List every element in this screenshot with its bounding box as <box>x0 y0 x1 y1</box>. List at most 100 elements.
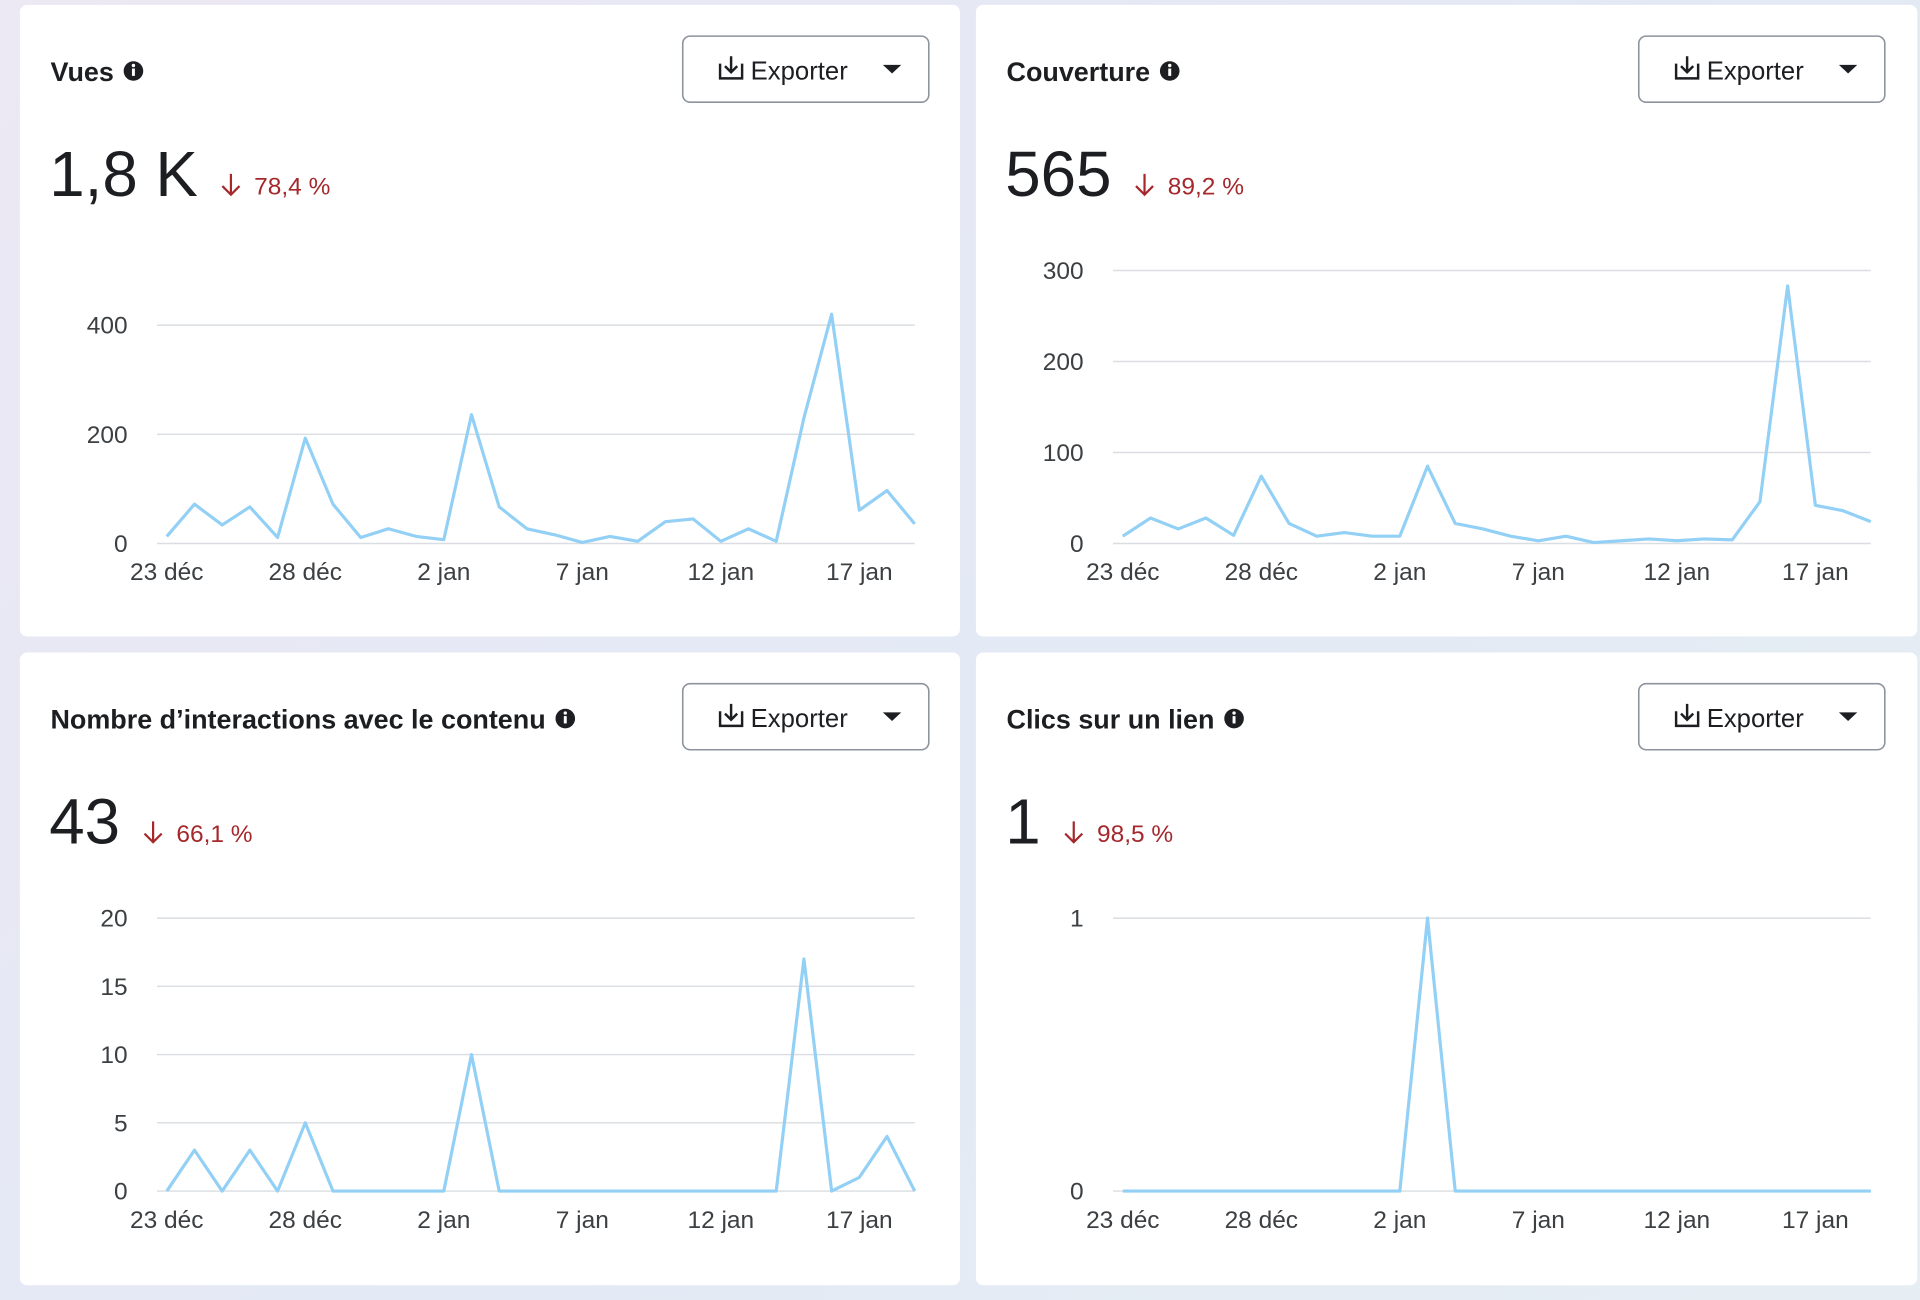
y-tick-label: 0 <box>1070 531 1084 558</box>
x-tick-label: 23 déc <box>130 1207 203 1234</box>
x-tick-label: 7 jan <box>1512 1207 1565 1234</box>
caret <box>882 712 902 721</box>
button-label: Exporter <box>751 705 849 733</box>
info-icon[interactable] <box>123 61 144 81</box>
info-bar <box>1232 716 1236 724</box>
export-button[interactable]: Exporter <box>1637 682 1886 751</box>
data-line <box>1121 284 1872 545</box>
x-tick-label: 12 jan <box>1644 1207 1711 1234</box>
down-arrow <box>1135 173 1154 197</box>
x-tick-label: 17 jan <box>826 1207 893 1234</box>
y-tick-label: 0 <box>1070 1179 1084 1206</box>
y-tick-label: 0 <box>114 1179 128 1206</box>
card-bg <box>19 652 960 1286</box>
down-arrow <box>221 173 241 197</box>
download-icon <box>1674 703 1700 728</box>
button-label: Exporter <box>1707 705 1805 733</box>
change-value: 66,1 % <box>176 821 252 848</box>
y-tick-label: 200 <box>1043 349 1084 376</box>
button-bg <box>681 35 930 104</box>
card-bg <box>19 4 960 637</box>
button-label: Exporter <box>751 58 849 86</box>
metric-value: 1,8 K <box>49 139 198 210</box>
info-dot <box>563 711 567 715</box>
metric-value: 1 <box>1005 786 1040 857</box>
data-line <box>1122 916 1871 1193</box>
x-tick-label: 2 jan <box>417 559 470 586</box>
metric-value: 565 <box>1005 139 1111 210</box>
x-tick-label: 28 déc <box>1225 1207 1298 1234</box>
x-tick-label: 23 déc <box>130 559 203 586</box>
x-tick-label: 28 déc <box>269 1207 342 1234</box>
info-dot <box>131 63 136 68</box>
x-tick-label: 12 jan <box>1644 559 1711 586</box>
x-tick-label: 12 jan <box>687 1207 754 1234</box>
x-tick-label: 28 déc <box>1225 559 1298 586</box>
x-tick-label: 12 jan <box>687 559 754 586</box>
x-tick-label: 17 jan <box>1782 559 1849 586</box>
y-tick-label: 300 <box>1043 258 1084 285</box>
button-bg <box>681 682 930 751</box>
caret <box>1838 712 1858 721</box>
button-label: Exporter <box>1707 58 1805 86</box>
card-bg <box>975 652 1918 1286</box>
card-title: Vues <box>50 57 113 87</box>
info-icon[interactable] <box>1224 708 1244 729</box>
button-bg <box>1637 682 1886 751</box>
y-tick-label: 15 <box>100 974 127 1001</box>
card: Vues Exporter 1,8 K 78,4 % 0 200 400 23 déc 28 d… <box>19 4 960 637</box>
info-bar <box>563 716 567 724</box>
x-tick-label: 23 déc <box>1086 559 1159 586</box>
card: Nombre d’interactions avec le contenu Exp… <box>19 652 960 1286</box>
y-tick-label: 10 <box>100 1042 127 1069</box>
card-bg <box>975 4 1918 637</box>
x-tick-label: 2 jan <box>417 1207 470 1234</box>
change-value: 89,2 % <box>1168 174 1244 201</box>
info-bar <box>1168 68 1172 76</box>
x-tick-label: 2 jan <box>1373 1207 1426 1234</box>
y-tick-label: 100 <box>1043 440 1084 467</box>
export-button[interactable]: Exporter <box>1637 35 1886 104</box>
x-tick-label: 17 jan <box>826 559 893 586</box>
info-icon[interactable] <box>1159 61 1180 81</box>
download-icon <box>1674 56 1700 80</box>
info-icon[interactable] <box>555 708 576 729</box>
down-arrow <box>143 821 163 844</box>
caret <box>1838 64 1858 74</box>
x-tick-label: 2 jan <box>1373 559 1426 586</box>
card: Couverture Exporter 565 89,2 % 0 100 200 300 23 … <box>975 4 1918 637</box>
info-dot <box>1168 63 1172 68</box>
y-tick-label: 20 <box>100 906 127 933</box>
y-tick-label: 0 <box>114 531 128 558</box>
x-tick-label: 23 déc <box>1086 1207 1159 1234</box>
info-dot <box>1232 711 1236 715</box>
card-title: Nombre d’interactions avec le contenu <box>50 704 545 734</box>
card-title: Clics sur un lien <box>1007 704 1215 734</box>
caret <box>882 64 902 74</box>
y-tick-label: 400 <box>87 313 128 340</box>
download-icon <box>718 56 744 80</box>
x-tick-label: 17 jan <box>1782 1207 1849 1234</box>
change-value: 78,4 % <box>254 174 330 201</box>
y-tick-label: 1 <box>1070 906 1084 933</box>
y-tick-label: 200 <box>87 422 128 449</box>
down-arrow <box>1064 821 1084 844</box>
button-bg <box>1637 35 1886 104</box>
card-title: Couverture <box>1007 57 1151 87</box>
x-tick-label: 7 jan <box>1512 559 1565 586</box>
y-tick-label: 5 <box>114 1110 128 1137</box>
x-tick-label: 7 jan <box>556 559 609 586</box>
export-button[interactable]: Exporter <box>681 682 930 751</box>
data-line <box>165 312 916 545</box>
info-bar <box>131 68 135 76</box>
change-value: 98,5 % <box>1097 821 1173 848</box>
card: Clics sur un lien Exporter 1 98,5 % 0 1 23 déc… <box>975 652 1918 1286</box>
data-line <box>165 957 917 1193</box>
x-tick-label: 7 jan <box>556 1207 609 1234</box>
x-tick-label: 28 déc <box>269 559 342 586</box>
download-icon <box>718 703 744 728</box>
metric-value: 43 <box>49 786 120 857</box>
export-button[interactable]: Exporter <box>681 35 930 104</box>
